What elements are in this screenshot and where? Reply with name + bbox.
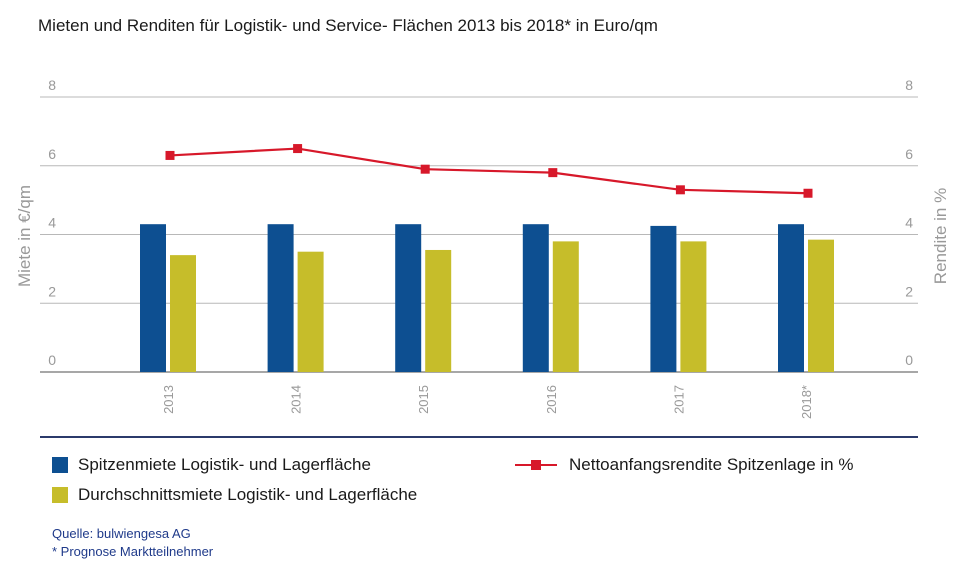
line-point (803, 188, 813, 198)
bar-spitzenmiete (395, 224, 422, 372)
forecast-note: * Prognose Marktteilnehmer (52, 544, 214, 559)
x-tick-label: 2017 (671, 385, 686, 414)
y-tick-label-left: 8 (48, 77, 56, 93)
bar-durchschnittsmiete (425, 249, 452, 372)
y-ticks-right: 0 2 4 6 8 (905, 77, 913, 368)
x-tick-label: 2015 (416, 385, 431, 414)
legend-swatch-yellow (52, 487, 68, 503)
line-point (293, 144, 303, 154)
line-rendite (169, 147, 809, 195)
legend-swatch-blue (52, 457, 68, 473)
y-tick-label-right: 8 (905, 77, 913, 93)
line-point (420, 164, 430, 174)
y-tick-label-right: 2 (905, 283, 913, 299)
y-tick-label-left: 0 (48, 352, 56, 368)
bar-spitzenmiete (778, 224, 804, 372)
bar-spitzenmiete (140, 224, 166, 372)
legend-swatch-line (515, 457, 557, 473)
y-axis-label-left: Miete in €/qm (15, 185, 34, 287)
line-point (165, 150, 175, 160)
y-tick-label-left: 4 (48, 215, 56, 231)
y-tick-label-right: 0 (905, 352, 913, 368)
line-series (165, 144, 813, 198)
line-point (675, 185, 685, 195)
bars (140, 224, 834, 372)
y-ticks-left: 0 2 4 6 8 (48, 77, 56, 368)
x-tick-label: 2014 (289, 385, 304, 414)
legend-label: Durchschnittsmiete Logistik- und Lagerfl… (78, 485, 418, 504)
legend-item-durchschnittsmiete: Durchschnittsmiete Logistik- und Lagerfl… (52, 485, 417, 505)
y-tick-label-right: 6 (905, 146, 913, 162)
bar-spitzenmiete (650, 225, 677, 372)
x-tick-label: 2013 (161, 385, 176, 414)
legend-item-spitzenmiete: Spitzenmiete Logistik- und Lagerfläche (52, 455, 371, 475)
legend-label: Nettoanfangsrendite Spitzenlage in % (569, 455, 854, 474)
y-tick-label-right: 4 (905, 215, 913, 231)
x-tick-label: 2018* (799, 385, 814, 419)
source-note: Quelle: bulwiengesa AG (52, 526, 191, 541)
x-ticks: 2013 2014 2015 2016 2017 2018* (161, 385, 814, 419)
bar-durchschnittsmiete (808, 239, 834, 372)
y-tick-label-left: 6 (48, 146, 56, 162)
bar-durchschnittsmiete (552, 241, 579, 372)
bar-durchschnittsmiete (297, 251, 324, 372)
y-axis-label-right: Rendite in % (931, 188, 950, 284)
legend-item-rendite: Nettoanfangsrendite Spitzenlage in % (515, 455, 853, 475)
line-point (548, 168, 558, 178)
bar-durchschnittsmiete (170, 255, 196, 372)
y-tick-label-left: 2 (48, 283, 56, 299)
grid-lines (40, 96, 918, 373)
x-tick-label: 2016 (544, 385, 559, 414)
bar-durchschnittsmiete (680, 241, 707, 372)
legend-label: Spitzenmiete Logistik- und Lagerfläche (78, 455, 371, 474)
bar-spitzenmiete (267, 224, 294, 372)
bar-spitzenmiete (522, 224, 549, 372)
chart-title: Mieten und Renditen für Logistik- und Se… (38, 16, 658, 35)
